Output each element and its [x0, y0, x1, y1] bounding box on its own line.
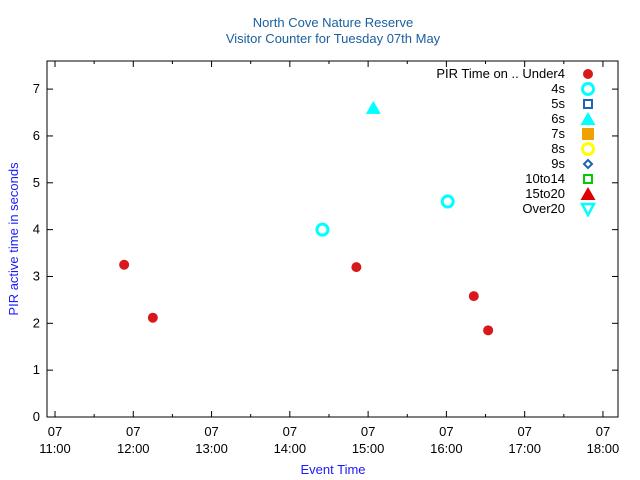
- data-point-4s: [440, 194, 455, 209]
- legend-label: 8s: [551, 141, 565, 156]
- x-tick-time: 13:00: [195, 441, 228, 456]
- data-point-under4: [351, 262, 362, 273]
- legend: PIR Time on .. Under44s5s6s7s8s9s10to141…: [436, 66, 597, 218]
- data-point-under4: [119, 259, 130, 270]
- data-point-under4: [483, 325, 494, 336]
- legend-marker-under4: [583, 69, 593, 79]
- x-tick-day: 07: [283, 424, 297, 439]
- x-tick-time: 12:00: [117, 441, 150, 456]
- x-tick-time: 16:00: [430, 441, 463, 456]
- legend-marker-5s: [583, 99, 593, 109]
- x-tick-time: 15:00: [352, 441, 385, 456]
- legend-label: 9s: [551, 156, 565, 171]
- x-axis-label: Event Time: [300, 462, 365, 477]
- y-tick-label: 1: [33, 362, 40, 377]
- data-points: [119, 100, 494, 336]
- y-tick-label: 5: [33, 175, 40, 190]
- legend-marker-6s: [580, 112, 596, 125]
- x-tick-time: 14:00: [274, 441, 307, 456]
- legend-marker-10to14: [583, 174, 593, 184]
- x-tick-time: 11:00: [39, 441, 71, 456]
- legend-label: PIR Time on .. Under4: [436, 66, 565, 81]
- chart-subtitle: Visitor Counter for Tuesday 07th May: [226, 31, 441, 46]
- data-point-6s: [365, 100, 381, 114]
- legend-label: 7s: [551, 126, 565, 141]
- legend-label: 6s: [551, 111, 565, 126]
- data-point-under4: [468, 291, 479, 302]
- x-tick-day: 07: [204, 424, 218, 439]
- legend-label: Over20: [522, 201, 565, 216]
- legend-label: 10to14: [525, 171, 565, 186]
- legend-marker-7s: [582, 128, 594, 140]
- y-tick-label: 6: [33, 128, 40, 143]
- x-tick-day: 07: [48, 424, 62, 439]
- x-tick-day: 07: [517, 424, 531, 439]
- y-axis-label: PIR active time in seconds: [6, 162, 21, 316]
- x-tick-day: 07: [126, 424, 140, 439]
- x-tick-day: 07: [361, 424, 375, 439]
- x-tick-time: 18:00: [587, 441, 620, 456]
- y-tick-label: 3: [33, 268, 40, 283]
- x-tick-day: 07: [596, 424, 610, 439]
- x-axis: 07 11:00 07 12:00 07 13:00 07 14:00 07 15:00 07 16:…: [39, 61, 619, 456]
- data-point-under4: [147, 312, 158, 323]
- legend-label: 15to20: [525, 186, 565, 201]
- data-point-4s: [315, 222, 330, 237]
- chart-title: North Cove Nature Reserve: [253, 15, 413, 30]
- legend-label: 5s: [551, 96, 565, 111]
- legend-marker-4s: [581, 82, 595, 96]
- y-tick-label: 4: [33, 222, 40, 237]
- y-tick-label: 2: [33, 315, 40, 330]
- legend-marker-9s: [582, 158, 594, 170]
- legend-label: 4s: [551, 81, 565, 96]
- y-tick-label: 7: [33, 81, 40, 96]
- legend-marker-8s: [581, 142, 595, 156]
- x-tick-time: 17:00: [508, 441, 541, 456]
- legend-marker-15to20: [580, 187, 596, 200]
- plot-frame: [46, 60, 619, 418]
- legend-marker-over20: [579, 202, 597, 218]
- x-tick-day: 07: [439, 424, 453, 439]
- y-axis: 0 1 2 3 4 5 6 7: [33, 81, 618, 424]
- y-tick-label: 0: [33, 409, 40, 424]
